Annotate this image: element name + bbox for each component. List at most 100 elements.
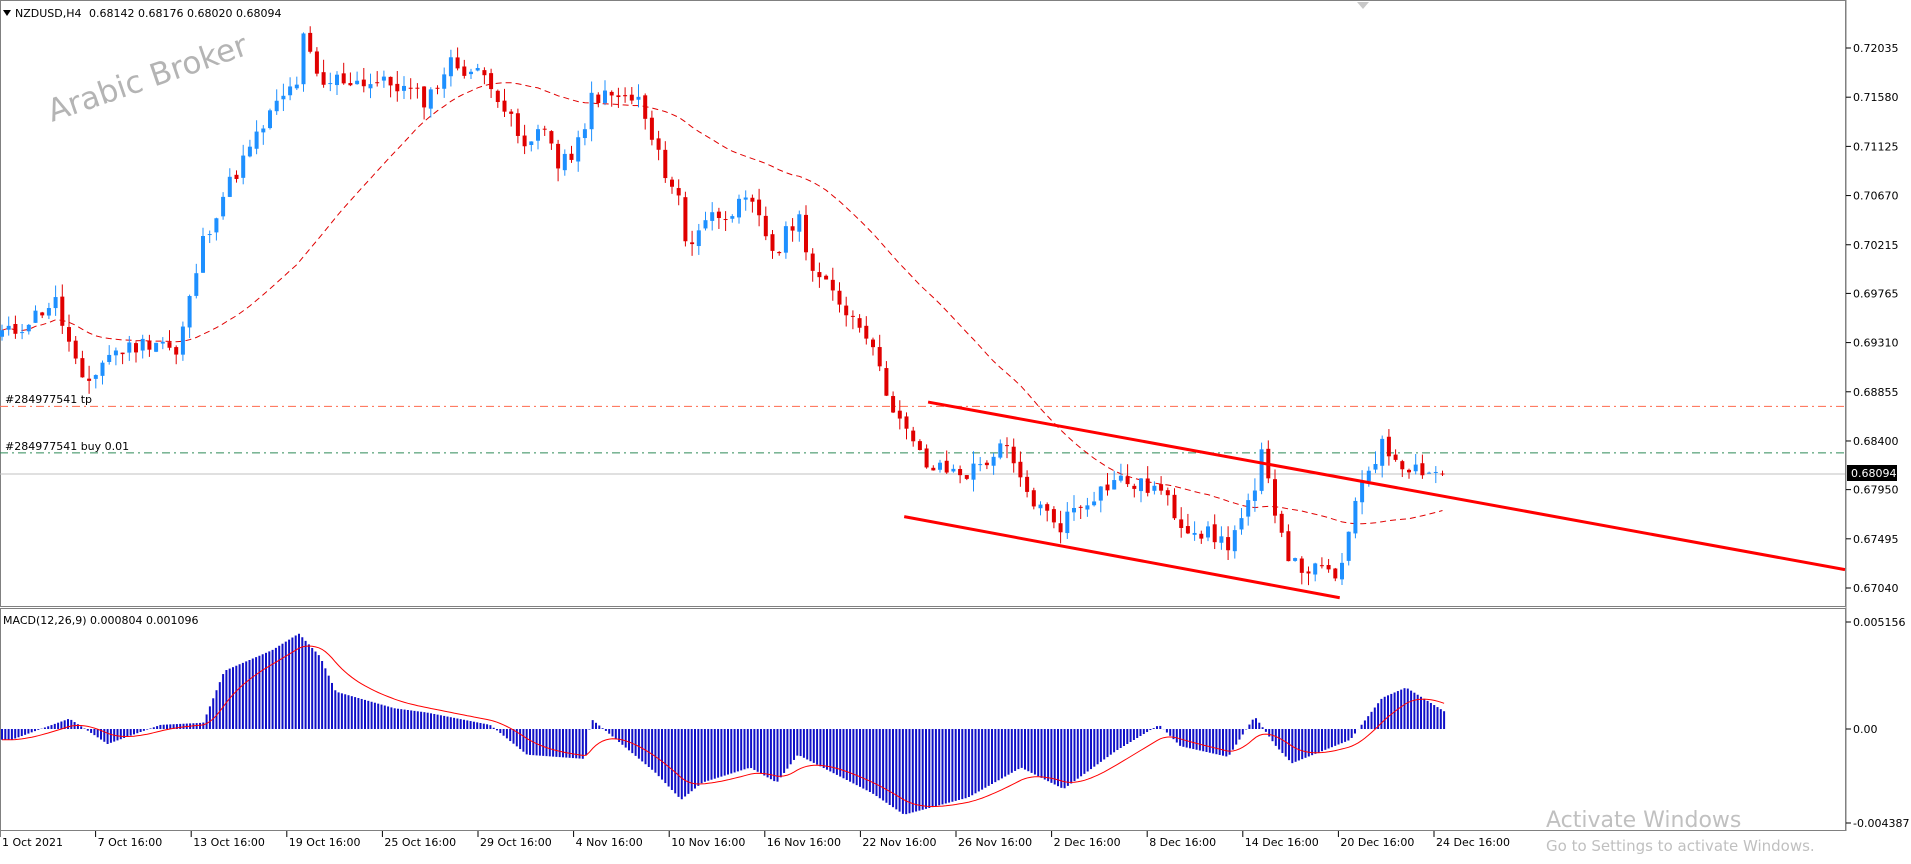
candle-bull: [127, 342, 132, 353]
candle-bull: [0, 330, 4, 337]
candle-bear: [435, 87, 440, 89]
x-tick-label: 25 Oct 16:00: [384, 836, 456, 849]
candle-bull: [562, 153, 567, 171]
candle-bull: [1098, 486, 1103, 501]
candle-bear: [884, 368, 889, 396]
candle-bear: [683, 197, 688, 242]
candle-bear: [1125, 476, 1130, 485]
channel-lower-line: [903, 515, 1340, 600]
candle-bear: [1420, 463, 1425, 476]
candle-bear: [455, 57, 460, 69]
candle-bull: [991, 456, 996, 466]
candle-bull: [797, 214, 802, 232]
candle-bear: [549, 131, 554, 144]
candle-bear: [723, 219, 728, 221]
x-tick-label: 26 Nov 16:00: [958, 836, 1032, 849]
candle-bear: [629, 94, 634, 101]
candle-bear: [502, 100, 507, 112]
y-tick-label: 0.71580: [1853, 91, 1899, 104]
candle-bull: [100, 362, 105, 376]
candle-bull: [978, 464, 983, 466]
candle-bull: [1065, 511, 1070, 534]
candle-bear: [750, 197, 755, 202]
candle-bear: [777, 251, 782, 254]
candle-bear: [60, 296, 65, 326]
candle-bull: [696, 230, 701, 247]
candles: [0, 26, 1445, 586]
candle-bear: [1045, 504, 1050, 511]
candle-bear: [1025, 476, 1030, 492]
moving-average: [1, 82, 1443, 525]
candle-bear: [817, 272, 822, 278]
candle-bear: [408, 87, 413, 89]
candle-bear: [67, 327, 71, 342]
candle-bull: [1072, 507, 1076, 513]
order-levels[interactable]: [0, 405, 1845, 475]
candle-bull: [998, 443, 1003, 458]
candle-bear: [931, 467, 936, 471]
candle-bear: [1333, 568, 1338, 579]
candle-bear: [984, 462, 989, 466]
candle-bull: [1433, 471, 1438, 473]
candle-bear: [542, 128, 547, 130]
dropdown-arrow-icon[interactable]: [3, 10, 11, 16]
candle-bull: [46, 308, 51, 316]
candle-bull: [1366, 470, 1371, 482]
candle-bull: [1219, 536, 1224, 543]
current-price-tag: [1847, 465, 1897, 481]
candle-bear: [388, 76, 393, 86]
candle-bull: [1380, 438, 1385, 466]
candle-bear: [361, 79, 366, 87]
candle-bull: [428, 89, 433, 109]
candle-bear: [134, 343, 138, 353]
candle-bear: [234, 174, 239, 179]
y-tick-label: 0.72035: [1853, 42, 1899, 55]
candle-bull: [1206, 526, 1210, 538]
price-axis: [1846, 0, 1911, 860]
candle-bull: [160, 341, 165, 344]
candle-bull: [368, 84, 373, 89]
tp-label: #284977541 tp: [5, 393, 92, 406]
y-tick-label: 0.68855: [1853, 386, 1899, 399]
symbol-label: NZDUSD,H4: [15, 7, 82, 20]
scroll-marker-icon[interactable]: [1357, 2, 1369, 9]
candle-bear: [40, 312, 45, 316]
candle-bear: [911, 430, 916, 442]
candle-bear: [830, 279, 835, 291]
candle-bull: [1092, 501, 1097, 506]
y-tick-label: 0.70215: [1853, 239, 1899, 252]
candle-bear: [1105, 484, 1110, 491]
price-pane[interactable]: [0, 0, 1846, 607]
candle-bear: [1299, 558, 1304, 573]
channel-trendlines[interactable]: [903, 400, 1846, 600]
macd-tick-label: 0.005156: [1853, 616, 1906, 629]
candle-bear: [482, 70, 487, 76]
candle-bull: [1118, 475, 1123, 481]
candle-bear: [556, 143, 561, 169]
candle-bear: [1273, 479, 1277, 516]
candle-bear: [1165, 490, 1170, 496]
quote-values: 0.68142 0.68176 0.68020 0.68094: [89, 7, 281, 20]
macd-histogram: [1, 633, 1446, 815]
candle-bull: [180, 326, 185, 355]
y-tick-label: 0.67495: [1853, 533, 1899, 546]
current-price-value: 0.68094: [1851, 467, 1897, 480]
candle-bear: [643, 95, 648, 119]
candle-bear: [891, 396, 896, 413]
candle-bear: [616, 95, 621, 98]
candle-bull: [1360, 481, 1365, 503]
candle-bull: [113, 350, 118, 356]
candle-bear: [1172, 494, 1177, 519]
candle-bear: [810, 253, 815, 271]
candle-bull: [971, 463, 976, 480]
candle-bull: [281, 95, 286, 100]
candle-bear: [958, 469, 963, 476]
macd-label: MACD(12,26,9) 0.000804 0.001096: [3, 614, 199, 627]
candle-bear: [13, 323, 18, 334]
x-tick-label: 10 Nov 16:00: [671, 836, 745, 849]
x-tick-label: 4 Nov 16:00: [576, 836, 643, 849]
candle-bull: [743, 197, 748, 200]
candle-bear: [120, 352, 125, 355]
